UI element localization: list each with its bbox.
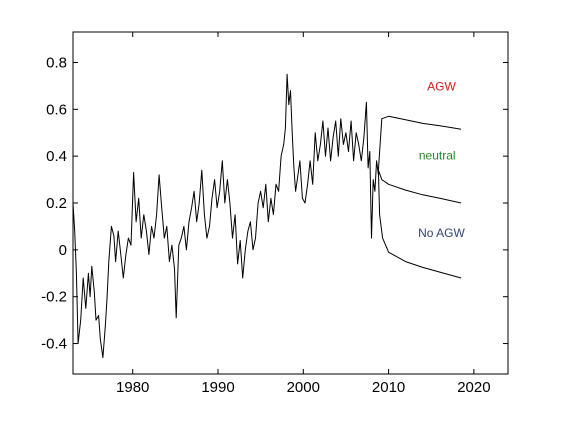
scenario-line-neutral — [377, 170, 462, 204]
scenario-line-agw — [377, 115, 462, 171]
x-tick-label: 2000 — [287, 379, 320, 396]
x-tick-label: 2020 — [457, 379, 490, 396]
x-tick-label: 1990 — [201, 379, 234, 396]
scenario-label: AGW — [427, 80, 456, 94]
y-axis: -0.4 -0.2 0 0.2 0.4 0.6 0.8 — [41, 54, 508, 353]
x-tick-label: 1980 — [116, 379, 149, 396]
plot-area — [72, 31, 509, 375]
y-tick-label: -0.2 — [41, 289, 67, 306]
y-tick-label: 0 — [59, 242, 67, 259]
x-tick-label: 2010 — [372, 379, 405, 396]
y-tick-label: 0.8 — [46, 54, 67, 71]
y-tick-label: 0.4 — [46, 148, 67, 165]
y-tick-label: -0.4 — [41, 336, 67, 353]
x-axis: 1980 1990 2000 2010 2020 — [116, 32, 491, 396]
scenario-labels: AGW neutral No AGW — [418, 80, 465, 240]
series-group — [73, 73, 462, 359]
scenario-label: neutral — [419, 149, 456, 163]
scenario-label: No AGW — [418, 226, 465, 240]
y-tick-label: 0.6 — [46, 101, 67, 118]
observed-series-line — [73, 73, 379, 359]
y-tick-label: 0.2 — [46, 195, 67, 212]
scenario-line-no-agw — [377, 170, 462, 279]
